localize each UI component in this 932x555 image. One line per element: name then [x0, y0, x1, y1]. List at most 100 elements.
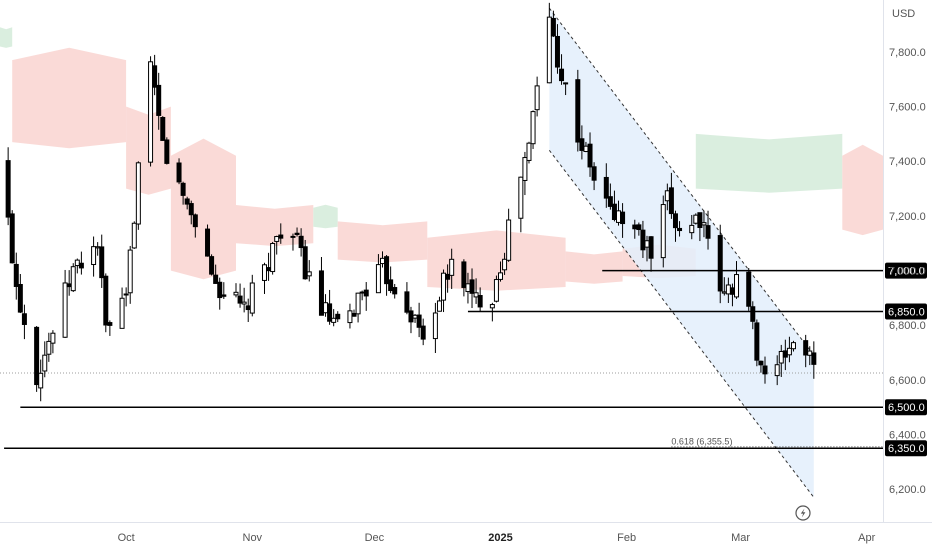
- candle-body-down: [152, 65, 158, 88]
- candle: [355, 292, 361, 323]
- candle-body-down: [416, 314, 422, 328]
- candle-body-down: [607, 196, 613, 207]
- candle: [750, 301, 756, 330]
- candle-body-down: [5, 160, 11, 218]
- candle: [786, 336, 792, 363]
- time-tick-labels: Oct Nov Dec 2025 Feb Mar Apr: [118, 532, 876, 544]
- key-level-badge: [885, 399, 927, 416]
- price-tick-label: 7,000.0: [889, 266, 926, 278]
- candle: [493, 275, 499, 303]
- candle: [498, 261, 504, 282]
- candle: [95, 242, 101, 256]
- candle-body-down: [420, 325, 426, 340]
- channel-lower-line: [548, 150, 815, 498]
- candle-body-down: [388, 279, 394, 292]
- candle-body-up: [290, 235, 296, 238]
- candle: [473, 278, 479, 304]
- candle-body-down: [164, 139, 170, 164]
- candle-body-down: [176, 162, 182, 183]
- candle-body-up: [46, 340, 52, 355]
- price-tick-label: 6,400.0: [889, 430, 926, 442]
- cloud-segment: [0, 27, 13, 48]
- candle: [754, 319, 760, 367]
- candle-body-up: [790, 342, 796, 350]
- candle: [603, 163, 609, 208]
- candle-body-up: [270, 243, 276, 273]
- candle-body-up: [546, 16, 552, 84]
- date-tick-label: Feb: [617, 532, 636, 544]
- candle-body-down: [298, 235, 304, 249]
- candle-body-up: [522, 157, 528, 181]
- lightning-icon[interactable]: [795, 505, 811, 521]
- price-tick-label: 6,600.0: [889, 375, 926, 387]
- key-level-badge: [885, 262, 927, 279]
- candle-body-up: [725, 284, 731, 295]
- candle-body-down: [550, 17, 556, 37]
- candle: [408, 306, 414, 334]
- price-tick-label: 7,200.0: [889, 211, 926, 223]
- candle: [176, 158, 182, 185]
- candle: [298, 228, 304, 257]
- candle-body-down: [318, 270, 324, 316]
- candle-body-down: [477, 295, 483, 308]
- candle-body-up: [778, 350, 784, 364]
- candle-body-down: [758, 360, 764, 366]
- candle-body-up: [241, 301, 247, 305]
- candle: [550, 10, 556, 37]
- candle-body-up: [465, 283, 471, 293]
- candle: [640, 220, 646, 258]
- candle-body-up: [489, 304, 495, 309]
- candle: [445, 264, 451, 293]
- candle-body-down: [107, 322, 113, 326]
- candle: [620, 203, 626, 238]
- candle: [188, 200, 194, 225]
- candle-body-down: [103, 275, 109, 326]
- candle: [327, 289, 333, 325]
- candle: [209, 254, 215, 276]
- candle-body-down: [811, 352, 817, 365]
- channel-upper-line: [548, 7, 815, 356]
- candle: [290, 233, 296, 251]
- candle-body-up: [493, 279, 499, 302]
- cloud-segment: [313, 204, 338, 229]
- price-tick-label: 7,800.0: [889, 47, 926, 59]
- candle: [152, 54, 158, 96]
- candle: [790, 340, 796, 352]
- date-tick-label: Dec: [365, 532, 385, 544]
- candle-body-up: [660, 204, 666, 259]
- candle: [78, 251, 84, 275]
- date-tick-label: Apr: [858, 532, 875, 544]
- candle-body-down: [17, 284, 23, 313]
- candle: [46, 332, 52, 362]
- candle-body-down: [156, 84, 162, 116]
- candle: [213, 264, 219, 284]
- candle-body-down: [392, 287, 398, 295]
- candle: [384, 254, 390, 296]
- candle: [436, 296, 442, 312]
- candle: [135, 161, 141, 230]
- candle: [579, 125, 585, 160]
- candle-body-down: [729, 287, 735, 295]
- candle: [672, 210, 678, 242]
- price-tick-label: 7,600.0: [889, 102, 926, 114]
- candle: [554, 24, 560, 74]
- candle: [331, 309, 337, 327]
- candle: [461, 259, 467, 297]
- candle-body-up: [148, 61, 154, 163]
- candle-body-down: [99, 246, 105, 279]
- candle-body-up: [432, 312, 438, 340]
- candle-body-up: [91, 246, 97, 266]
- fib-level-label: 0.618 (6,355.5): [671, 437, 732, 447]
- candle-body-up: [359, 291, 365, 294]
- candle: [241, 287, 247, 313]
- candle-body-down: [217, 281, 223, 299]
- candle-body-down: [746, 271, 752, 307]
- candle-body-down: [554, 35, 560, 68]
- candle: [502, 252, 508, 275]
- candle: [245, 298, 251, 322]
- key-level-badge: [885, 303, 927, 320]
- candle: [127, 245, 133, 304]
